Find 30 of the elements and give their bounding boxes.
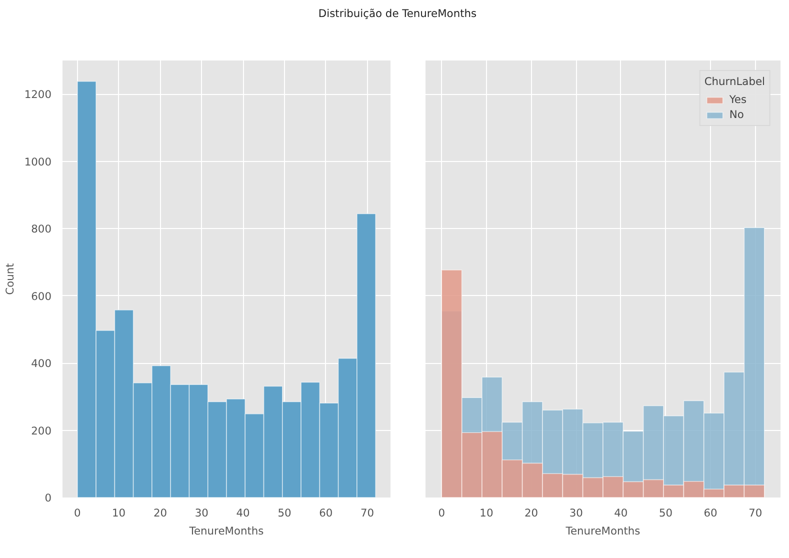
x-tick-label: 60 [704,506,718,520]
x-tick-label: 20 [524,506,538,520]
x-axis-title: TenureMonths [564,524,641,538]
y-tick-label: 600 [31,290,52,303]
y-tick-label: 400 [31,357,52,370]
legend-label: Yes [729,93,748,106]
chart-title: Distribuição de TenureMonths [317,6,478,22]
x-tick-label: 50 [658,506,673,520]
x-tick-label: 60 [319,506,333,520]
x-tick-label: 20 [153,506,168,520]
y-tick-label: 200 [31,424,52,438]
x-tick-label: 40 [614,506,628,520]
legend-label: No [729,108,745,121]
x-tick-label: 70 [748,506,762,520]
x-tick-label: 0 [438,506,446,520]
x-tick-label: 40 [236,506,250,520]
y-axis-title: Count [3,263,16,295]
x-tick-label: 30 [194,506,209,520]
x-tick-label: 30 [569,506,584,520]
x-tick-label: 70 [360,506,374,520]
x-tick-label: 10 [112,506,126,520]
x-tick-label: 10 [480,506,494,520]
y-tick-label: 0 [44,492,52,504]
x-tick-label: 50 [278,506,292,520]
legend-title: ChurnLabel [704,75,765,88]
x-axis-title: TenureMonths [188,524,264,538]
y-tick-label: 1000 [24,155,52,168]
y-tick-label: 1200 [24,88,52,102]
y-tick-label: 800 [31,222,52,236]
x-tick-label: 0 [74,506,82,520]
